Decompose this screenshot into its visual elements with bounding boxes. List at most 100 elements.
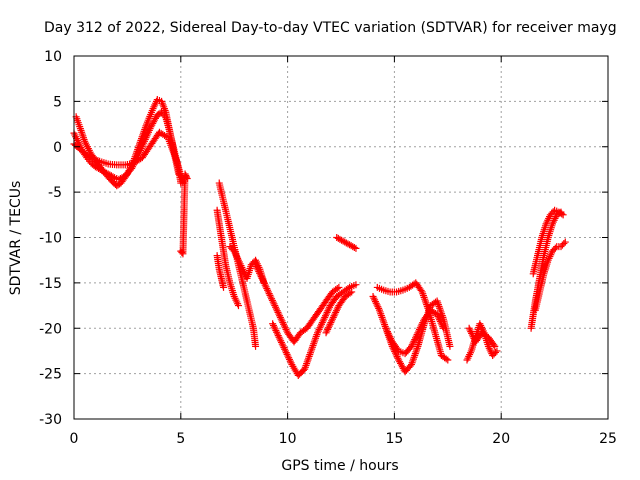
- y-tick-label: 0: [53, 140, 62, 156]
- data-point: [407, 342, 415, 350]
- data-point: [182, 171, 190, 179]
- data-point: [418, 320, 426, 328]
- y-tick-label: -10: [39, 231, 62, 247]
- data-point: [415, 325, 423, 333]
- y-tick-label: -20: [39, 321, 62, 337]
- data-point: [369, 292, 377, 300]
- data-point: [78, 130, 86, 138]
- data-point: [269, 298, 277, 306]
- data-point: [415, 327, 423, 335]
- data-point: [551, 244, 559, 252]
- data-point: [268, 296, 276, 304]
- data-point: [558, 210, 566, 218]
- data-point: [316, 324, 324, 332]
- x-tick-label: 20: [492, 431, 510, 447]
- data-point: [392, 351, 400, 359]
- data-point: [318, 320, 326, 328]
- axis-ticks: [73, 55, 609, 420]
- data-point: [324, 324, 332, 332]
- data-point: [331, 310, 339, 318]
- data-point: [332, 308, 340, 316]
- data-points: [70, 96, 569, 379]
- data-point: [319, 317, 327, 325]
- grid-lines: [74, 56, 608, 419]
- data-point: [437, 319, 445, 327]
- data-point: [439, 323, 447, 331]
- data-series-arc-d: [177, 170, 191, 258]
- data-point: [561, 238, 569, 246]
- data-point: [324, 307, 332, 315]
- data-point: [322, 329, 330, 337]
- data-point: [433, 311, 441, 319]
- data-point: [409, 339, 417, 347]
- data-point: [282, 349, 290, 357]
- data-point: [260, 278, 268, 286]
- data-point: [286, 357, 294, 365]
- y-tick-label: -25: [39, 367, 62, 383]
- data-point: [314, 327, 322, 335]
- data-point: [280, 344, 288, 352]
- data-point: [255, 268, 263, 276]
- data-point: [321, 313, 329, 321]
- data-point: [419, 319, 427, 327]
- data-point: [333, 305, 341, 313]
- data-series-arc-n: [373, 279, 452, 364]
- data-series-arc-s: [529, 206, 567, 278]
- data-point: [280, 322, 288, 330]
- data-point: [468, 331, 476, 339]
- data-point: [252, 342, 260, 350]
- data-point: [465, 324, 473, 332]
- data-point: [274, 332, 282, 340]
- data-point: [328, 317, 336, 325]
- data-point: [394, 354, 402, 362]
- data-point: [348, 288, 356, 296]
- data-point: [123, 170, 131, 178]
- data-point: [412, 332, 420, 340]
- data-point: [385, 331, 393, 339]
- data-series-arc-o: [382, 306, 448, 358]
- data-point: [87, 154, 95, 162]
- data-point: [252, 262, 260, 270]
- data-point: [383, 326, 391, 334]
- data-point: [413, 330, 421, 338]
- data-point: [446, 342, 454, 350]
- data-point: [220, 283, 228, 291]
- chart-title: Day 312 of 2022, Sidereal Day-to-day VTE…: [44, 20, 617, 36]
- data-point: [435, 314, 443, 322]
- data-point: [326, 320, 334, 328]
- data-point: [314, 329, 322, 337]
- data-point: [490, 341, 498, 349]
- data-series-arc-k: [333, 234, 360, 252]
- data-point: [278, 340, 286, 348]
- data-point: [327, 319, 335, 327]
- data-point: [330, 312, 338, 320]
- data-point: [414, 329, 422, 337]
- data-point: [268, 295, 276, 303]
- data-point: [416, 324, 424, 332]
- data-point: [350, 243, 358, 251]
- data-point: [387, 334, 395, 342]
- data-point: [125, 167, 133, 175]
- x-tick-label: 25: [599, 431, 617, 447]
- data-point: [375, 304, 383, 312]
- data-point: [322, 310, 330, 318]
- data-point: [272, 305, 280, 313]
- data-point: [493, 347, 501, 355]
- data-point: [371, 298, 379, 306]
- data-point: [252, 261, 260, 269]
- data-point: [315, 325, 323, 333]
- data-point: [373, 301, 381, 309]
- data-series-arc-e: [215, 179, 260, 350]
- data-point: [280, 320, 288, 328]
- data-point: [285, 355, 293, 363]
- data-point: [124, 168, 132, 176]
- data-point: [370, 294, 378, 302]
- data-point: [323, 308, 331, 316]
- data-series-arc-m: [369, 292, 454, 376]
- data-point: [269, 321, 277, 329]
- data-point: [92, 156, 100, 164]
- data-point: [270, 323, 278, 331]
- data-point: [94, 157, 102, 165]
- data-point: [417, 322, 425, 330]
- data-series-arc-j: [269, 281, 360, 379]
